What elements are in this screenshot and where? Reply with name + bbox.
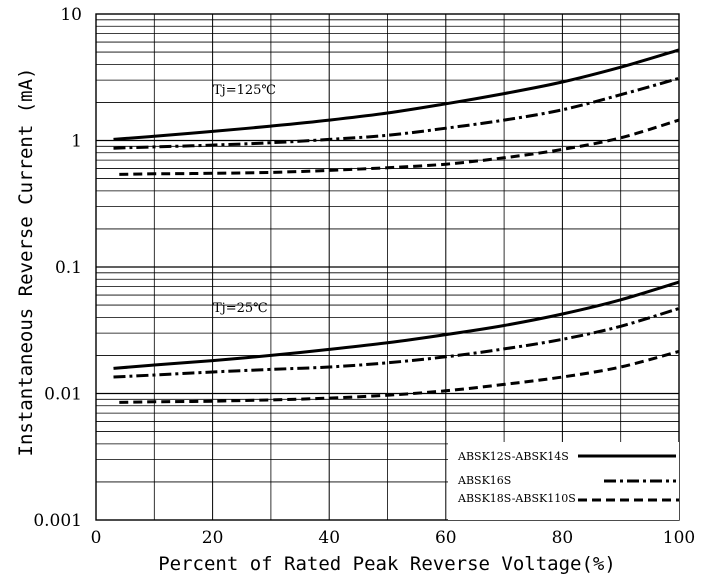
y-tick-label: 1 (71, 132, 82, 152)
y-tick-label: 0.1 (55, 258, 82, 278)
legend: ABSK12S-ABSK14S ABSK16S ABSK18S-ABSK110S (448, 442, 679, 520)
tick-labels: 0 20 40 60 80 100 0.001 0.01 0.1 1 10 (33, 5, 695, 548)
series-line-6 (119, 349, 680, 404)
annotation-tj125: Tj=125℃ (213, 83, 276, 98)
x-tick-label: 80 (552, 528, 574, 548)
legend-label-3: ABSK18S-ABSK110S (457, 492, 576, 505)
x-tick-label: 0 (91, 528, 102, 548)
series-line-5 (113, 307, 680, 379)
series-line-1 (113, 48, 680, 141)
x-tick-label: 100 (663, 528, 695, 548)
y-tick-label: 10 (60, 5, 82, 25)
x-axis-title: Percent of Rated Peak Reverse Voltage(%) (158, 553, 616, 575)
legend-label-2: ABSK16S (457, 474, 511, 487)
y-tick-label: 0.001 (33, 511, 82, 531)
x-tick-label: 40 (318, 528, 340, 548)
y-tick-label: 0.01 (44, 385, 82, 405)
y-axis-title: Instantaneous Reverse Current (mA) (15, 68, 37, 457)
annotation-tj25: Tj=25℃ (213, 301, 268, 316)
x-tick-label: 20 (202, 528, 224, 548)
series-line-2 (113, 76, 680, 150)
series-line-3 (119, 118, 680, 176)
major-gridlines (96, 14, 679, 520)
series-layer (113, 48, 680, 404)
plot-frame (95, 13, 680, 521)
series-line-4 (113, 280, 680, 370)
legend-label-1: ABSK12S-ABSK14S (457, 450, 569, 463)
x-tick-label: 60 (435, 528, 457, 548)
